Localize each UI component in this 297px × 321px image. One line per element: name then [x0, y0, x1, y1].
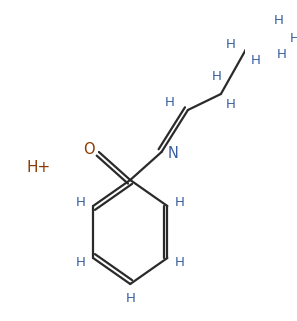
Text: H: H — [175, 195, 185, 209]
Text: H: H — [76, 256, 86, 268]
Text: H: H — [175, 256, 185, 268]
Text: H: H — [226, 38, 236, 50]
Text: H: H — [125, 292, 135, 306]
Text: O: O — [83, 143, 95, 158]
Text: H: H — [290, 31, 297, 45]
Text: H+: H+ — [26, 160, 50, 176]
Text: H: H — [274, 13, 284, 27]
Text: H: H — [226, 98, 236, 110]
Text: H: H — [212, 70, 222, 82]
Text: H: H — [277, 48, 287, 60]
Text: H: H — [76, 195, 86, 209]
Text: H: H — [165, 96, 175, 108]
Text: H: H — [251, 54, 260, 66]
Text: N: N — [168, 146, 178, 161]
